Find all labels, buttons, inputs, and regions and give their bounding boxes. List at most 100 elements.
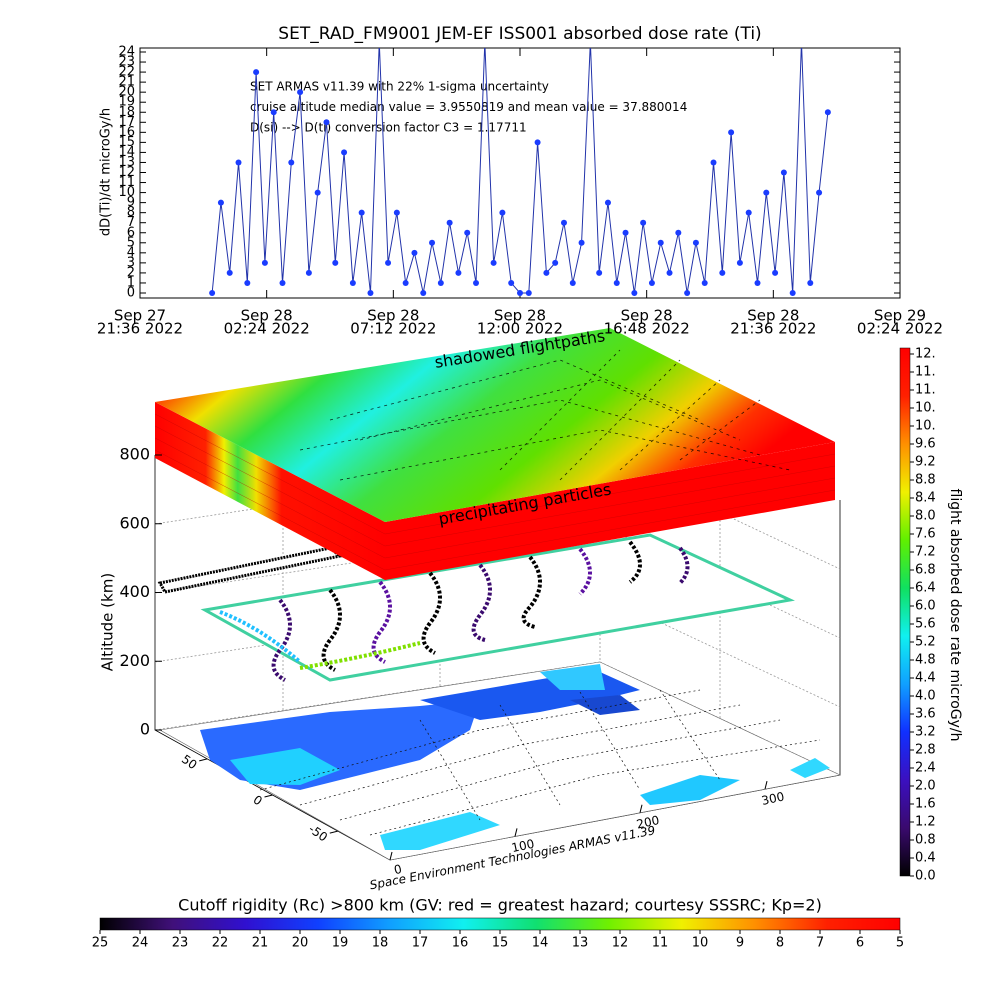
colorbar-tick-label: 12: [612, 936, 629, 951]
colorbar-tick-label: 2.4: [915, 761, 936, 776]
colorbar-tick-label: 21: [252, 936, 269, 951]
y-tick-label: 2: [127, 265, 135, 280]
lat-tick: [264, 794, 273, 798]
data-point: [305, 269, 312, 276]
data-point: [772, 269, 779, 276]
annotation: D(si) --> D(ti) conversion factor C3 = 1…: [250, 121, 527, 135]
colorbar-tick-label: 7.6: [915, 527, 936, 542]
data-point: [816, 189, 823, 196]
data-point: [455, 269, 462, 276]
lat-tick-label: 50: [179, 752, 200, 772]
colorbar-tick-label: 7: [816, 936, 824, 951]
colorbar-tick-label: 25: [92, 936, 109, 951]
data-point: [728, 129, 735, 136]
data-point: [209, 290, 216, 296]
colorbar-tick-label: 4.0: [915, 689, 936, 704]
y-tick-label: 23: [118, 55, 135, 70]
data-point: [684, 290, 691, 296]
data-point: [420, 290, 427, 296]
colorbar-tick-label: 6.8: [915, 563, 936, 578]
y-tick-label: 15: [118, 135, 135, 150]
data-point: [657, 239, 664, 246]
data-point: [235, 159, 242, 166]
data-point: [552, 259, 559, 266]
y-tick-label: 18: [118, 105, 135, 120]
y-tick-label: 9: [127, 195, 135, 210]
colorbar-tick-label: 9.6: [915, 437, 936, 452]
colorbar-tick-label: 24: [132, 936, 149, 951]
data-point: [692, 239, 699, 246]
lon-tick-label: 0: [393, 862, 403, 877]
data-point: [578, 239, 585, 246]
colorbar-tick-label: 16: [452, 936, 469, 951]
colorbar-tick-label: 18: [372, 936, 389, 951]
data-point: [710, 159, 717, 166]
data-point: [473, 279, 480, 286]
data-point: [429, 239, 436, 246]
lat-tick-label: 0: [251, 792, 265, 808]
colorbar-tick-label: 8.0: [915, 509, 936, 524]
data-point: [525, 290, 532, 296]
y-tick-label: 14: [118, 145, 135, 160]
data-point: [385, 259, 392, 266]
colorbar-tick-label: 2.8: [915, 743, 936, 758]
y-tick-label: 8: [127, 205, 135, 220]
data-point: [490, 259, 497, 266]
data-point: [402, 279, 409, 286]
data-point: [604, 199, 611, 206]
colorbar-tick-label: 7.2: [915, 545, 936, 560]
y-tick-label: 12: [118, 165, 135, 180]
data-point: [596, 269, 603, 276]
colorbar-tick-label: 8.4: [915, 491, 936, 506]
lon-tick-label: 100: [510, 837, 535, 855]
y-tick-label: 7: [127, 215, 135, 230]
data-point: [270, 109, 277, 116]
colorbar-tick-label: 11.: [915, 365, 936, 380]
data-point: [244, 279, 251, 286]
data-point: [701, 279, 708, 286]
y-tick-label: 20: [118, 85, 135, 100]
lat-tick: [329, 830, 338, 834]
colorbar-tick-label: 5: [896, 936, 904, 951]
series: [209, 39, 831, 296]
data-point: [349, 279, 356, 286]
colorbar-label: Cutoff rigidity (Rc) >800 km (GV: red = …: [178, 896, 822, 915]
y-tick-label: 21: [118, 75, 135, 90]
data-point: [622, 229, 629, 236]
data-point: [217, 199, 224, 206]
data-point: [411, 249, 418, 256]
colorbar-tick-label: 15: [492, 936, 509, 951]
colorbar-tick-label: 10: [692, 936, 709, 951]
y-tick-label: 4: [127, 245, 135, 260]
colorbar-tick-label: 12.: [915, 347, 936, 362]
data-point: [226, 269, 233, 276]
y-tick-label: 10: [118, 185, 135, 200]
data-point: [297, 89, 304, 96]
colorbar-tick-label: 3.2: [915, 725, 936, 740]
z-axis-label: Altitude (km): [99, 573, 117, 671]
colorbar-tick-label: 8: [776, 936, 784, 951]
flight-layer: [157, 533, 795, 682]
colorbar-tick-label: 6.4: [915, 581, 936, 596]
y-tick-label: 13: [118, 155, 135, 170]
data-point: [253, 69, 260, 76]
data-point: [754, 279, 761, 286]
lon-tick: [389, 851, 393, 861]
colorbar-tick-label: 23: [172, 936, 189, 951]
colorbar-tick-label: 14: [532, 936, 549, 951]
data-point: [798, 39, 804, 45]
data-point: [323, 119, 330, 126]
data-point: [314, 189, 321, 196]
colorbar-tick-label: 19: [332, 936, 349, 951]
colorbar-tick-label: 3.6: [915, 707, 936, 722]
x-tick-label: 02:24 2022: [857, 320, 943, 338]
colorbar-tick-label: 0.4: [915, 851, 936, 866]
x-tick-label: Sep 27: [114, 307, 166, 325]
colorbar-tick-label: 5.2: [915, 635, 936, 650]
data-point: [560, 219, 567, 226]
data-point: [341, 149, 348, 156]
y-tick-label: 11: [118, 175, 135, 190]
z-tick-label: 400: [119, 582, 150, 601]
x-tick-label: 07:12 2022: [350, 320, 436, 338]
